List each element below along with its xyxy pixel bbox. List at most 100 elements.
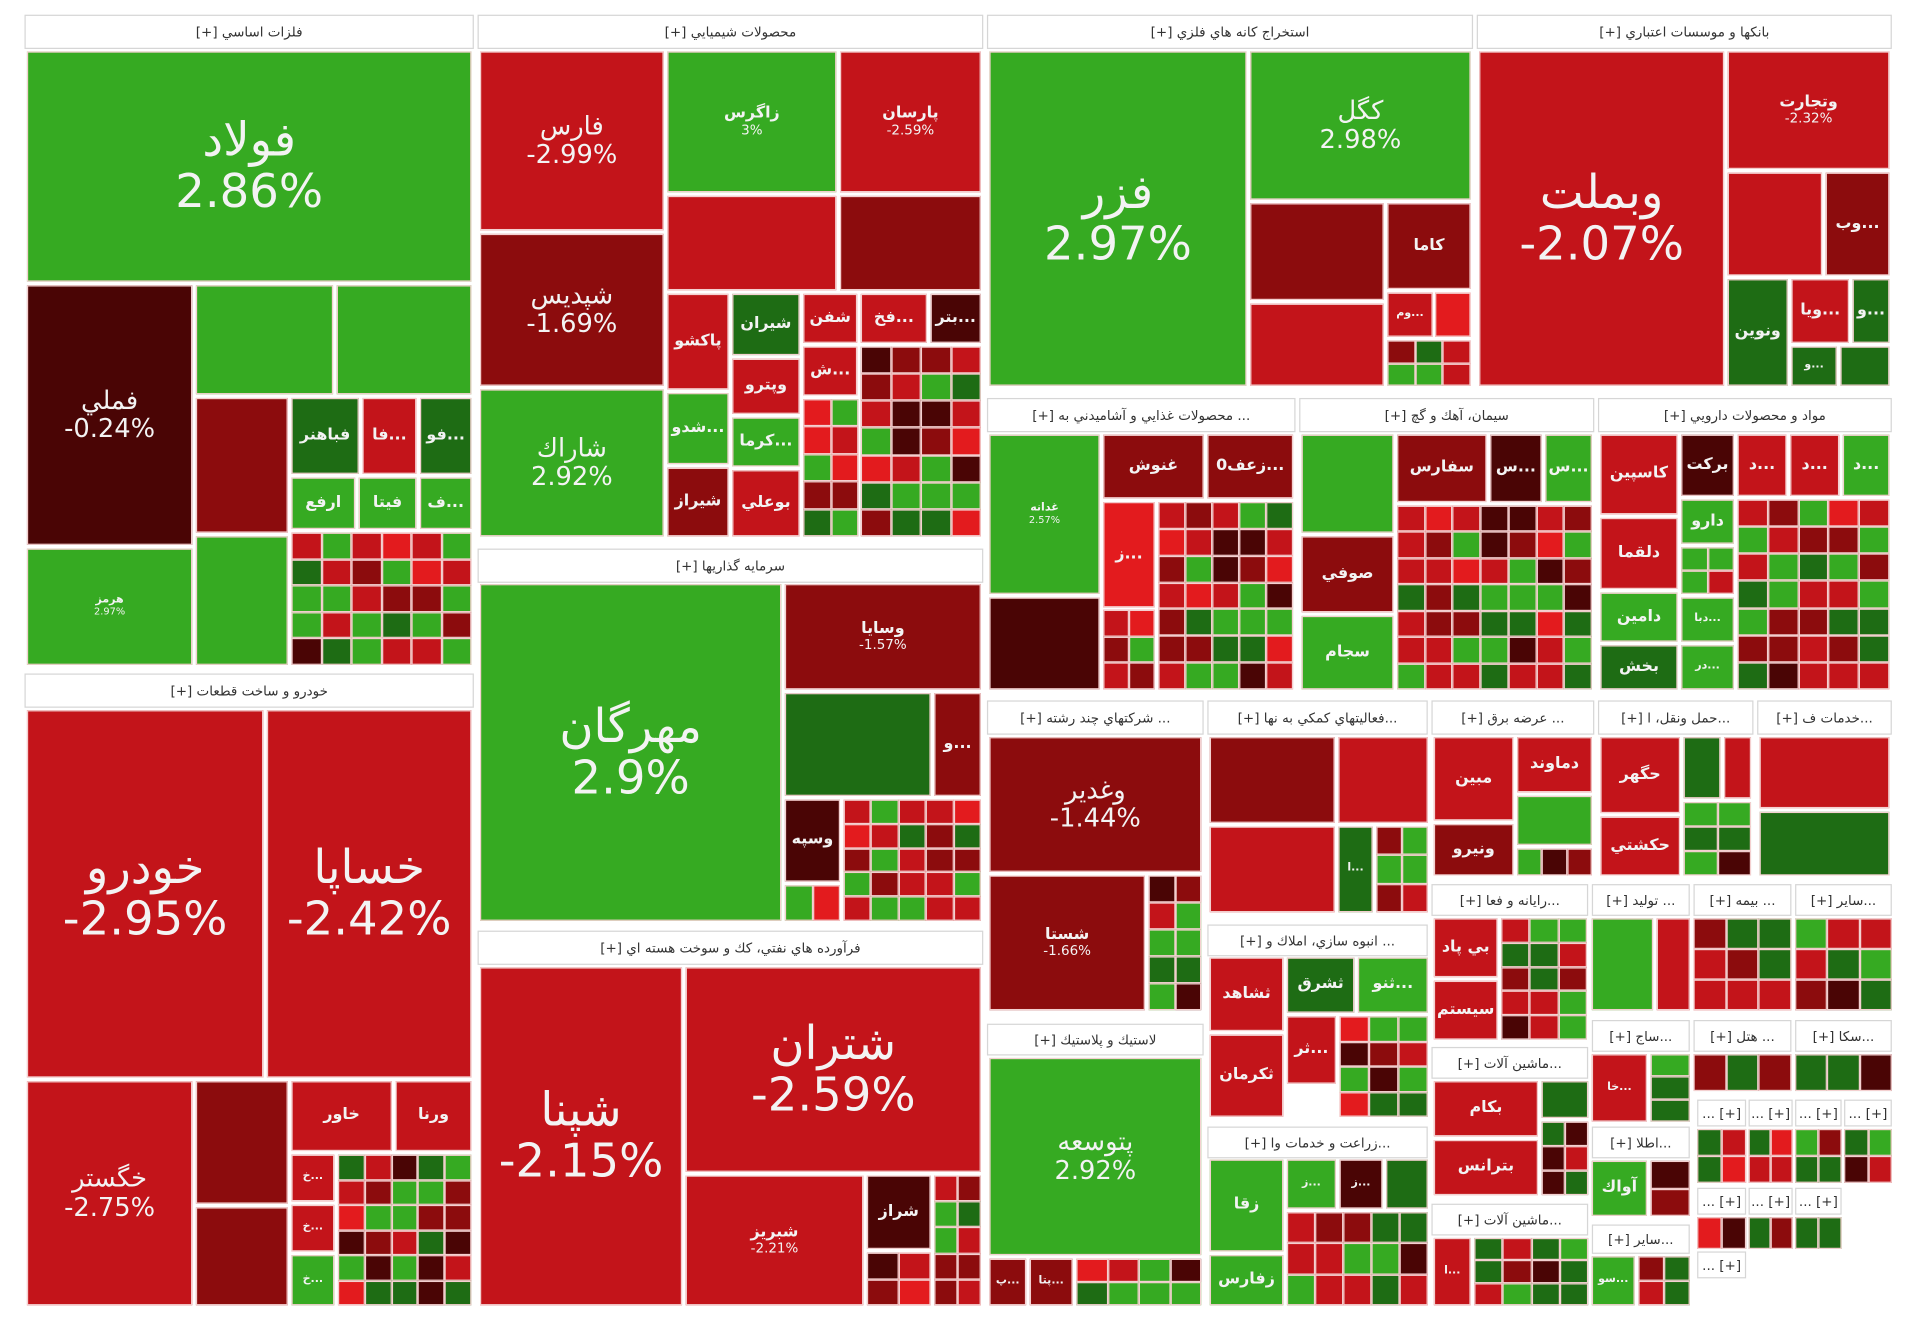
stock-tile[interactable]: [950, 427, 981, 455]
stock-tile[interactable]: ...ز: [1286, 1159, 1336, 1209]
stock-tile[interactable]: ...و: [1852, 279, 1890, 343]
stock-tile[interactable]: [1148, 956, 1175, 984]
stock-tile[interactable]: [890, 454, 921, 483]
stock-tile[interactable]: [957, 1253, 981, 1280]
stock-tile[interactable]: [1250, 203, 1384, 301]
stock-tile[interactable]: [1748, 1128, 1771, 1156]
stock-tile[interactable]: [351, 532, 382, 560]
stock-tile[interactable]: خساپا -2.42%: [266, 710, 472, 1078]
stock-tile[interactable]: [1148, 902, 1175, 930]
stock-tile[interactable]: [444, 1230, 472, 1256]
stock-tile[interactable]: [1174, 956, 1202, 984]
stock-tile[interactable]: [843, 799, 872, 824]
stock-tile[interactable]: [391, 1255, 419, 1281]
stock-tile[interactable]: ...پ: [989, 1258, 1027, 1306]
stock-tile[interactable]: [1707, 570, 1734, 594]
sector-header[interactable]: مواد و محصولات دارويي [+]: [1597, 397, 1892, 433]
stock-tile[interactable]: دلقما: [1600, 517, 1678, 589]
stock-tile[interactable]: ...فا: [362, 397, 417, 474]
stock-tile[interactable]: [1770, 1217, 1793, 1249]
stock-tile[interactable]: [1737, 608, 1768, 636]
stock-tile[interactable]: [1480, 610, 1509, 637]
stock-tile[interactable]: [934, 1279, 958, 1306]
stock-tile[interactable]: [1209, 737, 1335, 823]
sector-header-small[interactable]: [+] ...: [1697, 1251, 1747, 1279]
stock-tile[interactable]: [1795, 918, 1828, 949]
stock-tile[interactable]: [1397, 531, 1425, 559]
stock-tile[interactable]: [1185, 662, 1213, 690]
stock-tile[interactable]: [1536, 558, 1564, 585]
stock-tile[interactable]: [1480, 505, 1509, 532]
stock-tile[interactable]: [1174, 875, 1202, 903]
stock-tile[interactable]: [1650, 1076, 1690, 1100]
stock-tile[interactable]: [1828, 635, 1860, 663]
stock-tile[interactable]: [321, 611, 352, 639]
sector-header-small[interactable]: [+] ...: [1748, 1099, 1793, 1127]
stock-tile[interactable]: [1758, 918, 1792, 949]
stock-tile[interactable]: [1767, 499, 1799, 527]
stock-tile[interactable]: [1529, 991, 1559, 1016]
stock-tile[interactable]: ارفع: [291, 477, 356, 529]
stock-tile[interactable]: [1128, 609, 1155, 637]
sector-header[interactable]: ... توليد [+]: [1591, 884, 1690, 916]
stock-tile[interactable]: [898, 896, 926, 921]
stock-tile[interactable]: [1239, 635, 1267, 663]
stock-tile[interactable]: [1529, 918, 1559, 943]
stock-tile[interactable]: [1727, 172, 1823, 276]
stock-tile[interactable]: [1726, 948, 1759, 980]
stock-tile[interactable]: [291, 559, 322, 586]
stock-tile[interactable]: [391, 1280, 419, 1306]
sector-header[interactable]: خودرو و ساخت قطعات [+]: [24, 673, 474, 708]
stock-tile[interactable]: [890, 373, 921, 401]
stock-tile[interactable]: ...خ: [291, 1154, 335, 1202]
stock-tile[interactable]: [1759, 737, 1890, 809]
stock-tile[interactable]: [1721, 1128, 1747, 1156]
stock-tile[interactable]: [1798, 608, 1829, 636]
stock-tile[interactable]: [1376, 855, 1403, 884]
stock-tile[interactable]: [1759, 811, 1890, 876]
stock-tile[interactable]: [1138, 1258, 1171, 1283]
stock-tile[interactable]: [1339, 1016, 1369, 1042]
stock-tile[interactable]: [1827, 979, 1860, 1011]
stock-tile[interactable]: [444, 1154, 472, 1180]
stock-tile[interactable]: [920, 346, 951, 374]
stock-tile[interactable]: [898, 799, 926, 824]
stock-tile[interactable]: ...پتا: [1029, 1258, 1073, 1306]
stock-tile[interactable]: [1076, 1282, 1108, 1306]
stock-tile[interactable]: [803, 399, 831, 427]
stock-tile[interactable]: [1286, 1274, 1316, 1306]
stock-tile[interactable]: [843, 823, 872, 849]
stock-tile[interactable]: [337, 1179, 365, 1205]
stock-tile[interactable]: [1859, 662, 1890, 690]
stock-tile[interactable]: هرمز 2.97%: [26, 548, 193, 665]
stock-tile[interactable]: [1239, 582, 1267, 610]
stock-tile[interactable]: [1737, 635, 1768, 663]
stock-tile[interactable]: [843, 872, 872, 897]
stock-tile[interactable]: [1158, 635, 1186, 663]
stock-tile[interactable]: [1859, 608, 1890, 636]
stock-tile[interactable]: [441, 532, 472, 560]
stock-tile[interactable]: [1656, 918, 1690, 1011]
stock-tile[interactable]: [351, 559, 382, 586]
stock-tile[interactable]: [925, 872, 954, 897]
stock-tile[interactable]: [1397, 663, 1425, 690]
stock-tile[interactable]: [1795, 1128, 1819, 1156]
stock-tile[interactable]: [950, 509, 981, 537]
stock-tile[interactable]: [391, 1179, 419, 1205]
stock-tile[interactable]: [391, 1230, 419, 1256]
stock-tile[interactable]: [1798, 526, 1829, 554]
stock-tile[interactable]: [1795, 1155, 1819, 1183]
stock-tile[interactable]: [830, 399, 859, 427]
stock-tile[interactable]: فيتا: [358, 477, 417, 529]
stock-tile[interactable]: [411, 585, 442, 612]
stock-tile[interactable]: [1424, 636, 1453, 664]
stock-tile[interactable]: [1315, 1274, 1344, 1306]
stock-tile[interactable]: [920, 454, 951, 483]
stock-tile[interactable]: [444, 1204, 472, 1231]
stock-tile[interactable]: [321, 585, 352, 612]
stock-tile[interactable]: [291, 532, 322, 560]
stock-tile[interactable]: [957, 1279, 981, 1306]
stock-tile[interactable]: [1480, 663, 1509, 690]
stock-tile[interactable]: [1508, 558, 1537, 585]
stock-tile[interactable]: [1368, 1091, 1399, 1117]
